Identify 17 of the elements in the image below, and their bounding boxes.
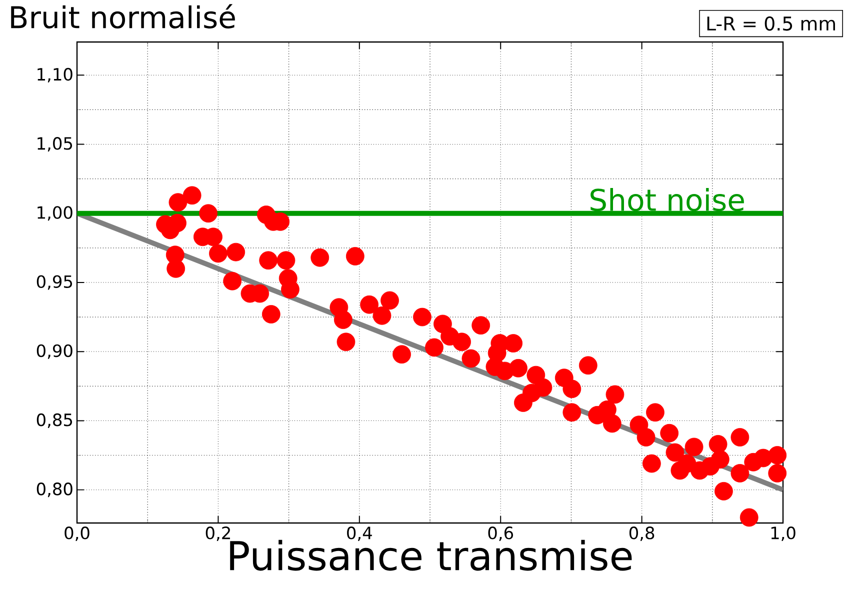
x-tick-label: 0,6 bbox=[488, 526, 514, 542]
text: L-R = 0.5 mm bbox=[707, 16, 835, 31]
ref-line-label: Shot noise bbox=[590, 188, 744, 212]
x-axis-title: Puissance transmise bbox=[230, 540, 632, 571]
x-tick-label: 0,4 bbox=[347, 526, 372, 542]
y-tick-label: 0,95 bbox=[36, 275, 72, 290]
x-tick-label: 1,0 bbox=[771, 526, 796, 542]
y-tick-label: 1,05 bbox=[38, 136, 72, 152]
x-tick-label: 0,0 bbox=[64, 526, 90, 542]
x-tick-label: 0,2 bbox=[206, 526, 230, 542]
y-tick-label: 0,90 bbox=[36, 344, 72, 359]
y-tick-label: 1,00 bbox=[38, 206, 72, 221]
y-tick-label: 1,10 bbox=[38, 68, 72, 82]
y-tick-label: 0,85 bbox=[36, 413, 72, 428]
y-tick-label: 0,80 bbox=[36, 482, 72, 498]
chart-title: Bruit normalisé bbox=[11, 4, 235, 29]
x-tick-label: 0,8 bbox=[629, 526, 654, 542]
